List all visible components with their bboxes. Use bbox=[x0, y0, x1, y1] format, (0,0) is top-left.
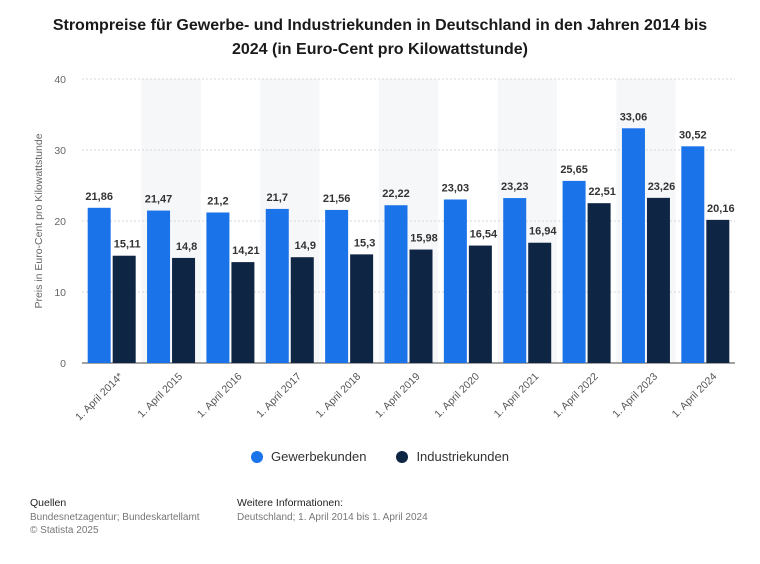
data-label: 21,86 bbox=[85, 191, 113, 203]
y-tick-label: 0 bbox=[60, 358, 66, 370]
sources-heading: Quellen bbox=[30, 497, 67, 509]
data-label: 23,03 bbox=[442, 182, 470, 194]
legend-label-industrie: Industriekunden bbox=[416, 449, 509, 464]
data-label: 30,52 bbox=[679, 129, 707, 141]
data-label: 15,98 bbox=[410, 233, 438, 245]
data-label: 14,8 bbox=[176, 241, 197, 253]
data-label: 15,11 bbox=[114, 239, 141, 251]
bar bbox=[384, 205, 408, 363]
y-axis-label: Preis in Euro-Cent pro Kilowattstunde bbox=[33, 133, 45, 308]
bar-chart: 0 10 20 30 40 Preis in Euro-Cent pro Kilowatt… bbox=[33, 74, 735, 424]
info-text: Deutschland; 1. April 2014 bis 1. April … bbox=[237, 512, 428, 523]
x-tick-label: 1. April 2022 bbox=[551, 371, 601, 421]
x-tick-label: 1. April 2016 bbox=[195, 371, 245, 421]
bar bbox=[681, 146, 705, 363]
data-label: 21,2 bbox=[207, 195, 228, 207]
info-heading: Weitere Informationen: bbox=[237, 497, 344, 509]
bar bbox=[206, 212, 230, 363]
data-label: 21,47 bbox=[145, 194, 173, 206]
x-tick-label: 1. April 2023 bbox=[610, 371, 660, 421]
bar bbox=[468, 245, 492, 363]
data-label: 15,3 bbox=[354, 237, 375, 249]
bar bbox=[147, 210, 171, 363]
data-label: 21,7 bbox=[267, 192, 288, 204]
bar bbox=[409, 249, 433, 363]
y-tick-label: 30 bbox=[54, 145, 66, 157]
legend-item-gewerbe[interactable]: Gewerbekunden bbox=[251, 449, 366, 464]
footer-info: Weitere Informationen: Deutschland; 1. A… bbox=[237, 497, 428, 524]
bar bbox=[646, 197, 670, 363]
data-label: 14,21 bbox=[232, 245, 260, 257]
chart-legend: Gewerbekunden Industriekunden bbox=[0, 449, 760, 464]
legend-dot-gewerbe bbox=[251, 450, 264, 463]
x-tick-label: 1. April 2015 bbox=[135, 371, 185, 421]
x-tick-label: 1. April 2018 bbox=[313, 371, 363, 421]
x-tick-label: 1. April 2017 bbox=[254, 371, 304, 421]
bar bbox=[325, 209, 349, 363]
copyright-text: © Statista 2025 bbox=[30, 525, 99, 536]
y-tick-label: 40 bbox=[54, 74, 66, 86]
x-tick-label: 1. April 2020 bbox=[432, 371, 482, 421]
sources-text: Bundesnetzagentur; Bundeskartellamt bbox=[30, 512, 200, 523]
chart-title: Strompreise für Gewerbe- und Industrieku… bbox=[52, 17, 708, 58]
y-tick-label: 20 bbox=[54, 216, 66, 228]
bar bbox=[112, 255, 136, 363]
bar bbox=[231, 262, 255, 363]
data-label: 21,56 bbox=[323, 193, 351, 205]
x-tick-label: 1. April 2014* bbox=[73, 371, 126, 424]
y-tick-label: 10 bbox=[54, 287, 66, 299]
data-label: 14,9 bbox=[295, 240, 316, 252]
bar bbox=[528, 242, 552, 363]
bar bbox=[503, 198, 527, 363]
data-label: 22,22 bbox=[382, 188, 410, 200]
footer-sources: Quellen Bundesnetzagentur; Bundeskartell… bbox=[30, 497, 200, 537]
data-label: 16,54 bbox=[470, 229, 498, 241]
data-label: 33,06 bbox=[620, 111, 648, 123]
bar bbox=[87, 207, 111, 363]
data-label: 23,26 bbox=[648, 181, 676, 193]
bar bbox=[350, 254, 374, 363]
bar bbox=[562, 180, 586, 363]
data-label: 23,23 bbox=[501, 181, 529, 193]
data-label: 16,94 bbox=[529, 226, 557, 238]
bar bbox=[443, 199, 467, 363]
x-tick-label: 1. April 2021 bbox=[492, 371, 542, 421]
legend-item-industrie[interactable]: Industriekunden bbox=[396, 449, 509, 464]
data-label: 25,65 bbox=[560, 164, 588, 176]
bar bbox=[706, 219, 730, 363]
data-label: 20,16 bbox=[707, 203, 735, 215]
bar bbox=[290, 257, 314, 363]
bar bbox=[587, 203, 611, 363]
x-tick-label: 1. April 2019 bbox=[373, 371, 423, 421]
legend-dot-industrie bbox=[396, 450, 409, 463]
bar bbox=[172, 257, 196, 363]
legend-label-gewerbe: Gewerbekunden bbox=[271, 449, 367, 464]
bar bbox=[265, 208, 289, 363]
x-tick-label: 1. April 2024 bbox=[670, 371, 720, 421]
bar bbox=[621, 128, 645, 363]
data-label: 22,51 bbox=[588, 186, 616, 198]
